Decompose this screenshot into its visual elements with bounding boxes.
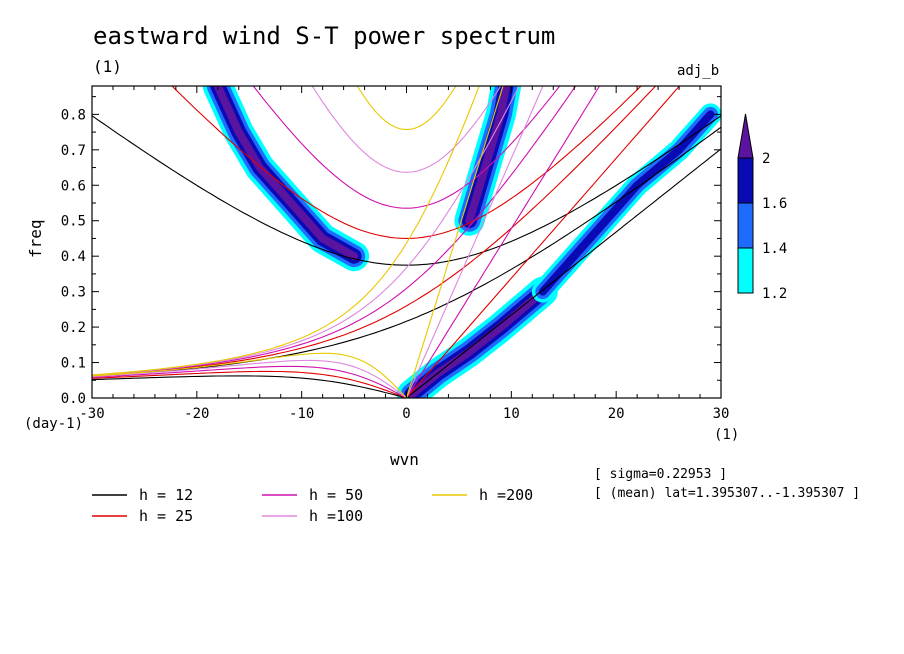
curve-h200-rossby — [92, 352, 407, 398]
colorbar-segment — [737, 157, 754, 204]
curve-h100-ig0 — [92, 86, 520, 376]
curve-h25-ig1 — [171, 86, 642, 239]
band-kelvin-layer-3 — [407, 287, 547, 398]
x-tick-label: 0 — [402, 406, 410, 422]
colorbar-label: 1.6 — [762, 196, 787, 212]
y-tick-label: 0.4 — [61, 249, 86, 265]
colorbar: 2 1.6 1.4 1.2 — [737, 113, 787, 302]
colorbar-segment — [737, 247, 754, 294]
colorbar-segment — [737, 202, 754, 249]
sigma-annotation: [ sigma=0.22953 ] — [594, 467, 728, 482]
y-tick-label: 0.3 — [61, 285, 86, 301]
band-eastward-ig-layer-2 — [538, 110, 715, 296]
x-axis-unit: (1) — [714, 427, 740, 443]
legend: h = 12 h = 25 h = 50 h =100 h =200 — [92, 486, 533, 525]
x-tick-label: -20 — [184, 406, 209, 422]
legend-label-h100: h =100 — [309, 507, 363, 525]
plot-frame — [91, 85, 722, 399]
curve-h12-rossby — [92, 375, 407, 398]
curve-h200-ig0 — [92, 86, 480, 376]
x-tick-label: 10 — [503, 406, 520, 422]
band-kelvin-upper-layer-3 — [465, 86, 511, 225]
y-tick-label: 0.6 — [61, 178, 86, 194]
curve-h12-ig1 — [92, 115, 721, 266]
curve-h200-kelvin — [405, 86, 504, 398]
experiment-label: adj_b — [677, 63, 720, 79]
curve-h12-kelvin — [406, 148, 721, 398]
curve-h50-kelvin — [406, 86, 601, 398]
colorbar-extend-triangle — [737, 113, 754, 159]
curve-h25-rossby — [92, 370, 407, 398]
legend-label-h200: h =200 — [479, 486, 533, 504]
curve-h25-ig0 — [92, 86, 657, 377]
colorbar-label: 1.4 — [762, 241, 787, 257]
legend-label-h50: h = 50 — [309, 486, 363, 504]
axes: -30 -20 -10 0 10 20 30 0.0 0.1 0.2 0.3 0.4 0.5 0.6 0.7… — [61, 86, 730, 422]
x-tick-label: -30 — [79, 406, 104, 422]
curve-h200-ig1 — [356, 86, 457, 131]
curve-h25-kelvin — [406, 86, 681, 398]
y-tick-label: 0.1 — [61, 356, 86, 372]
title-unit: (1) — [93, 57, 122, 76]
curve-h50-ig1 — [252, 86, 561, 209]
x-tick-label: 20 — [608, 406, 625, 422]
colorbar-label: 1.2 — [762, 286, 787, 302]
curve-h12-ig0 — [92, 126, 721, 377]
legend-label-h25: h = 25 — [139, 507, 193, 525]
x-tick-label: -10 — [289, 406, 314, 422]
curve-h100-ig1 — [311, 86, 502, 173]
curve-h100-kelvin — [405, 86, 544, 398]
x-axis-label: wvn — [390, 450, 419, 469]
colorbar-label: 2 — [762, 151, 770, 167]
x-tick-label: 30 — [713, 406, 730, 422]
curve-h50-rossby — [92, 365, 407, 398]
y-tick-label: 0.8 — [61, 107, 86, 123]
chart-title: eastward wind S-T power spectrum — [93, 22, 556, 50]
legend-label-h12: h = 12 — [139, 486, 193, 504]
dispersion-curves — [92, 86, 721, 398]
y-tick-label: 0.0 — [61, 391, 86, 407]
y-tick-label: 0.5 — [61, 214, 86, 230]
y-tick-label: 0.7 — [61, 143, 86, 159]
mean-lat-annotation: [ (mean) lat=1.395307..-1.395307 ] — [594, 486, 861, 501]
band-mrg-left-layer-3 — [213, 86, 359, 261]
y-tick-label: 0.2 — [61, 320, 86, 336]
curve-h50-ig0 — [92, 86, 577, 376]
y-axis-unit: (day-1) — [24, 416, 84, 432]
curve-h100-rossby — [92, 359, 407, 398]
